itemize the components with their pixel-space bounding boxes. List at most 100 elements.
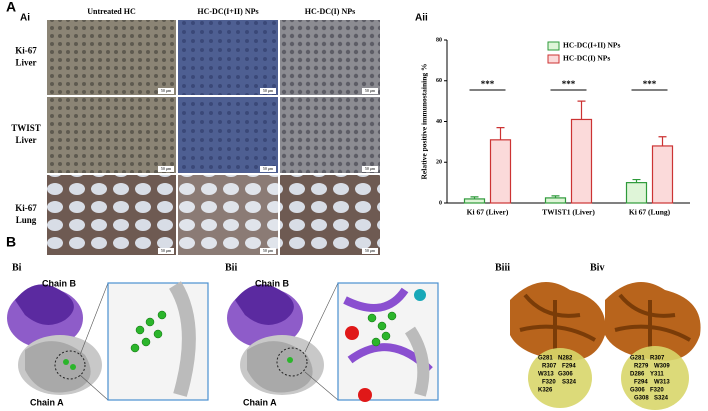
structure-biv [605, 282, 701, 410]
scale-bar-box [158, 166, 174, 172]
column-header: HC-DC(I+II) NPs [197, 7, 258, 16]
error-bar [470, 196, 479, 199]
row-label: Lung [16, 215, 37, 225]
legend-swatch [547, 54, 560, 64]
column-header: Untreated HC [87, 7, 136, 16]
residue-label: G306 [558, 372, 573, 378]
residue-label: G281 [538, 356, 553, 362]
residue-label: W309 [654, 364, 670, 370]
residue-label: F320 [650, 388, 664, 394]
micrograph [280, 97, 380, 173]
scale-bar-box [158, 248, 174, 254]
structure-biii [510, 282, 606, 408]
significance-label: *** [562, 79, 576, 89]
residue-label: F320 [542, 380, 556, 386]
bar [489, 139, 512, 204]
scale-bar-label: 50 μm [161, 248, 172, 253]
scale-bar-label: 50 μm [161, 166, 172, 171]
legend-swatch [547, 41, 560, 51]
panel-label: Bi [12, 262, 22, 273]
panel-label: B [6, 234, 16, 250]
panel-label: Aii [415, 13, 428, 24]
y-tick-label: 60 [436, 78, 442, 84]
row-label: Ki-67 [15, 203, 37, 213]
scale-bar-box [362, 166, 378, 172]
legend-label: HC-DC(I) NPs [563, 54, 610, 63]
micrograph [178, 97, 278, 173]
micrograph [280, 20, 380, 95]
residue-label: F294 [634, 380, 648, 386]
error-bar [551, 195, 560, 198]
residue-label: R307 [650, 356, 665, 362]
y-tick-label: 80 [436, 37, 442, 43]
scale-bar-label: 50 μm [365, 248, 376, 253]
scale-bar-box [362, 248, 378, 254]
residue-label: R307 [542, 364, 557, 370]
column-header: HC-DC(I) NPs [305, 7, 355, 16]
residue-label: W313 [538, 372, 554, 378]
bar [463, 198, 486, 204]
residue-label: D286 [630, 372, 645, 378]
chain-label: Chain B [255, 278, 290, 288]
scale-bar-label: 50 μm [161, 88, 172, 93]
micrograph [47, 97, 176, 173]
x-tick-label: TWIST1 (Liver) [542, 208, 595, 217]
panel-label: Bii [225, 262, 237, 273]
residue-label: R279 [634, 364, 649, 370]
row-label: Liver [16, 58, 37, 68]
row-label: TWIST [11, 123, 41, 133]
y-tick-label: 20 [436, 160, 442, 166]
significance-label: *** [643, 79, 657, 89]
residue-label: G281 [630, 356, 645, 362]
bar [651, 145, 674, 204]
y-axis-label: Relative positive immunostaining % [420, 63, 429, 179]
bar [625, 182, 648, 204]
residue-label: G306 [630, 388, 645, 394]
scale-bar-box [158, 88, 174, 94]
scale-bar-box [260, 166, 276, 172]
error-bar [658, 136, 667, 146]
scale-bar-label: 50 μm [263, 248, 274, 253]
micrograph [280, 175, 380, 255]
chain-label: Chain A [30, 397, 64, 407]
residue-label: Y311 [650, 372, 664, 378]
scale-bar-label: 50 μm [365, 88, 376, 93]
panel-label: Ai [20, 13, 30, 24]
residue-label: G308 [634, 396, 649, 402]
x-tick-label: Ki 67 (Liver) [467, 208, 509, 217]
row-label: Liver [16, 135, 37, 145]
scale-bar-label: 50 μm [365, 166, 376, 171]
error-bar [496, 127, 505, 140]
legend-label: HC-DC(I+II) NPs [563, 41, 620, 50]
structure-bii [227, 282, 439, 402]
panel-label: Biv [590, 262, 604, 273]
micrograph [47, 175, 176, 255]
significance-label: *** [481, 79, 495, 89]
micrograph [47, 20, 176, 95]
error-bar [632, 178, 641, 183]
bar [570, 118, 593, 204]
bar [544, 197, 567, 204]
residue-label: N282 [558, 356, 573, 362]
residue-label: S324 [562, 380, 577, 386]
scale-bar-label: 50 μm [263, 88, 274, 93]
micrograph [178, 175, 278, 255]
panel-label: A [6, 0, 16, 15]
residue-label: W313 [654, 380, 670, 386]
panel-label: Biii [495, 262, 510, 273]
y-tick-label: 0 [439, 200, 442, 206]
residue-label: F294 [562, 364, 576, 370]
scale-bar-box [362, 88, 378, 94]
structure-bi [7, 281, 209, 401]
chain-label: Chain A [243, 397, 277, 407]
scale-bar-box [260, 248, 276, 254]
micrograph [178, 20, 278, 95]
y-tick-label: 40 [436, 119, 442, 125]
x-tick-label: Ki 67 (Lung) [629, 208, 671, 217]
residue-label: K326 [538, 388, 553, 394]
scale-bar-label: 50 μm [263, 166, 274, 171]
scale-bar-box [260, 88, 276, 94]
row-label: Ki-67 [15, 46, 37, 56]
chain-label: Chain B [42, 278, 77, 288]
